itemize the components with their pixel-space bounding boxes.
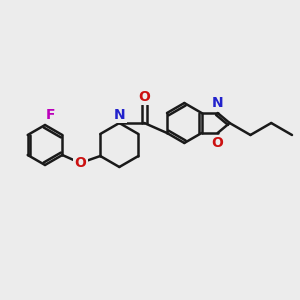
Text: O: O — [138, 90, 150, 104]
Text: O: O — [212, 136, 224, 150]
Text: O: O — [74, 156, 86, 170]
Text: N: N — [113, 108, 125, 122]
Text: N: N — [212, 96, 224, 110]
Text: F: F — [46, 108, 56, 122]
